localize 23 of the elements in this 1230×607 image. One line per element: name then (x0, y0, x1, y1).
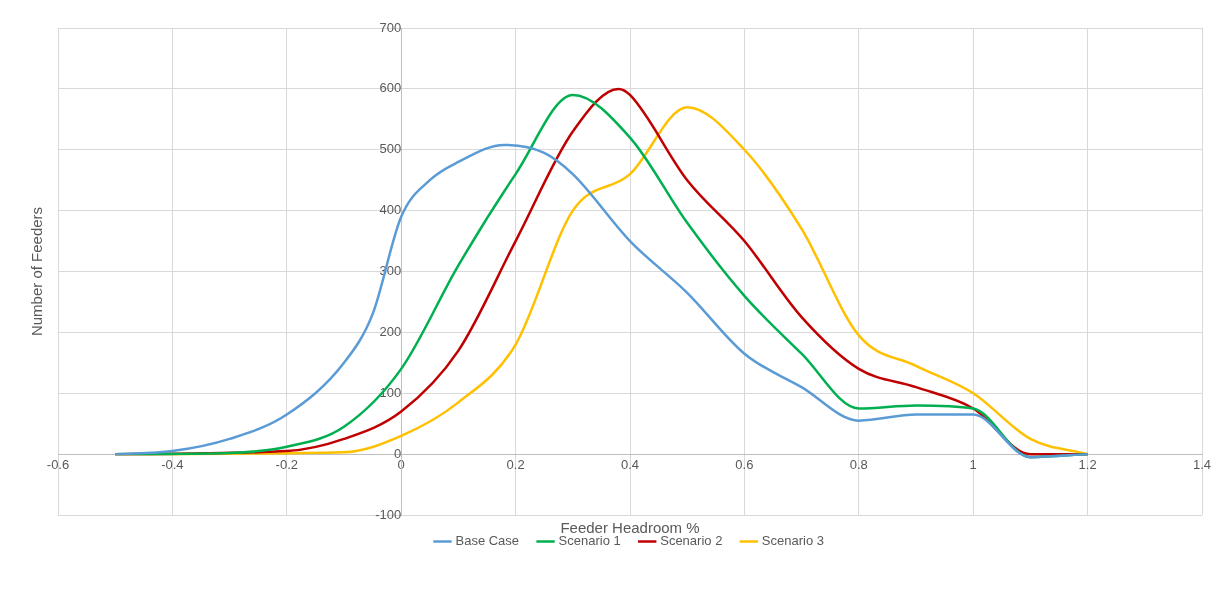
y-tick-label: 700 (379, 19, 402, 35)
legend-label: Scenario 3 (761, 533, 825, 549)
x-tick-label: -0.2 (275, 456, 298, 472)
legend-label: Base Case (455, 533, 520, 549)
legend-label: Scenario 1 (558, 533, 621, 549)
y-axis-title: Number of Feeders (28, 206, 46, 337)
legend-label: Scenario 2 (660, 533, 723, 549)
x-tick-label: 1 (969, 456, 977, 472)
y-tick-label: 0 (393, 445, 402, 461)
y-tick-label: 200 (379, 323, 402, 339)
x-tick-label: 0.4 (620, 456, 640, 472)
x-tick-label: 0.8 (849, 456, 868, 472)
x-tick-label: -0.4 (161, 456, 184, 472)
y-tick-label: -100 (375, 506, 402, 522)
x-tick-label: 0.6 (735, 456, 754, 472)
x-axis-title: Feeder Headroom % (560, 518, 700, 536)
x-tick-label: -0.6 (46, 456, 70, 472)
x-tick-label: 0.2 (506, 456, 525, 472)
y-tick-label: 400 (379, 202, 402, 218)
x-tick-label: 1.2 (1078, 456, 1097, 472)
y-tick-label: 600 (379, 80, 402, 96)
y-tick-label: 500 (379, 141, 402, 157)
x-tick-label: 1.4 (1192, 456, 1212, 472)
